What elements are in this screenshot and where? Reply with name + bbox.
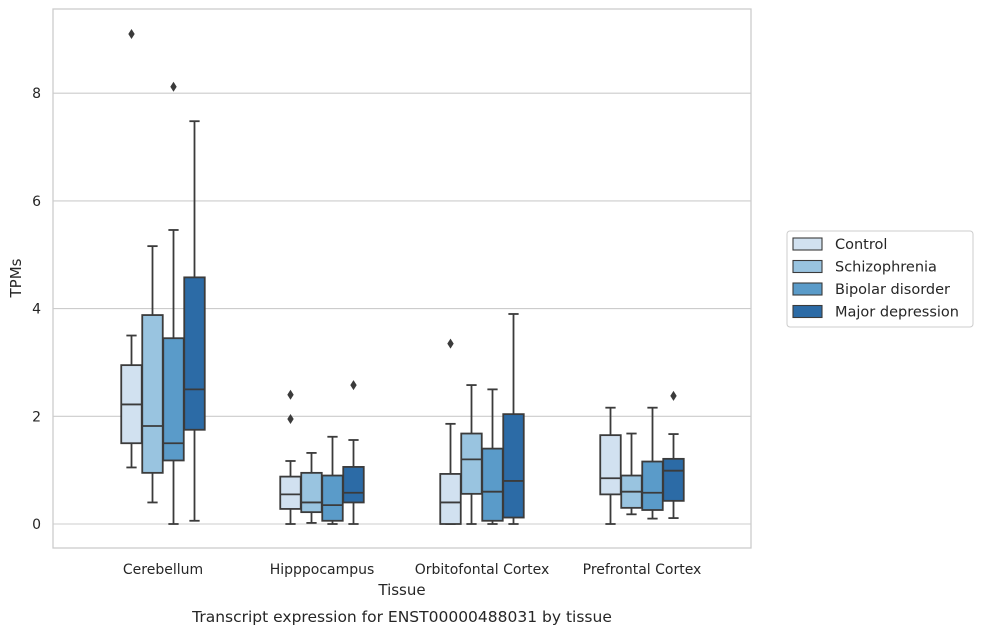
box-1-3 bbox=[620, 432, 643, 516]
box-1-2 bbox=[460, 384, 483, 525]
legend-swatch bbox=[792, 259, 823, 274]
box-iqr bbox=[599, 434, 622, 496]
y-tick-labels: 0 2 4 6 8 bbox=[32, 86, 41, 533]
box-iqr bbox=[481, 447, 504, 522]
box-iqr bbox=[641, 460, 664, 511]
x-tick-label: Hipppocampus bbox=[270, 562, 375, 578]
box-0-0 bbox=[120, 28, 143, 469]
box-iqr bbox=[662, 457, 685, 502]
box-iqr bbox=[460, 432, 483, 495]
y-tick-label: 2 bbox=[32, 409, 41, 425]
legend-label: Bipolar disorder bbox=[835, 282, 950, 298]
legend-swatch bbox=[792, 282, 823, 296]
box-iqr bbox=[502, 413, 525, 519]
y-tick-label: 4 bbox=[32, 302, 41, 318]
x-tick-label: Cerebellum bbox=[123, 562, 203, 578]
x-axis-title: Tissue bbox=[377, 581, 425, 599]
box-iqr bbox=[321, 474, 344, 522]
box-0-3 bbox=[599, 406, 622, 525]
box-iqr bbox=[300, 471, 323, 514]
x-tick-label: Orbitofontal Cortex bbox=[415, 562, 550, 578]
box-3-2 bbox=[502, 313, 525, 525]
box-0-1 bbox=[279, 389, 302, 525]
box-2-3 bbox=[641, 406, 664, 520]
x-tick-labels: Cerebellum Hipppocampus Orbitofontal Corte… bbox=[123, 562, 701, 578]
legend-swatch bbox=[792, 237, 823, 251]
legend-label: Major depression bbox=[835, 305, 959, 321]
box-3-1 bbox=[342, 380, 365, 525]
legend-frame bbox=[786, 230, 974, 328]
y-tick-label: 0 bbox=[32, 517, 41, 533]
box-iqr bbox=[141, 314, 164, 474]
outlier-point bbox=[670, 390, 677, 401]
outlier-point bbox=[170, 81, 177, 92]
legend-label: Control bbox=[835, 237, 887, 253]
box-iqr bbox=[342, 466, 365, 504]
chart-caption: Transcript expression for ENST0000048803… bbox=[191, 608, 612, 626]
outlier-point bbox=[287, 389, 294, 400]
box-iqr bbox=[439, 473, 462, 525]
box-iqr bbox=[162, 337, 185, 462]
box-iqr bbox=[279, 475, 302, 510]
outlier-point bbox=[350, 380, 357, 391]
outlier-point bbox=[287, 413, 294, 424]
y-axis-title: TPMs bbox=[7, 258, 25, 298]
y-tick-label: 6 bbox=[32, 194, 41, 210]
x-tick-label: Prefrontal Cortex bbox=[583, 562, 702, 578]
box-3-0 bbox=[183, 120, 206, 522]
box-iqr bbox=[183, 276, 206, 431]
box-0-2 bbox=[439, 338, 462, 525]
legend-label: Schizophrenia bbox=[835, 260, 937, 276]
legend-swatch bbox=[792, 304, 823, 319]
box-3-3 bbox=[662, 390, 685, 519]
box-groups bbox=[120, 28, 685, 525]
y-tick-label: 8 bbox=[32, 86, 41, 102]
outlier-point bbox=[447, 338, 454, 349]
legend: Control Schizophrenia Bipolar disorder Majo… bbox=[786, 230, 974, 328]
outlier-point bbox=[128, 28, 135, 39]
